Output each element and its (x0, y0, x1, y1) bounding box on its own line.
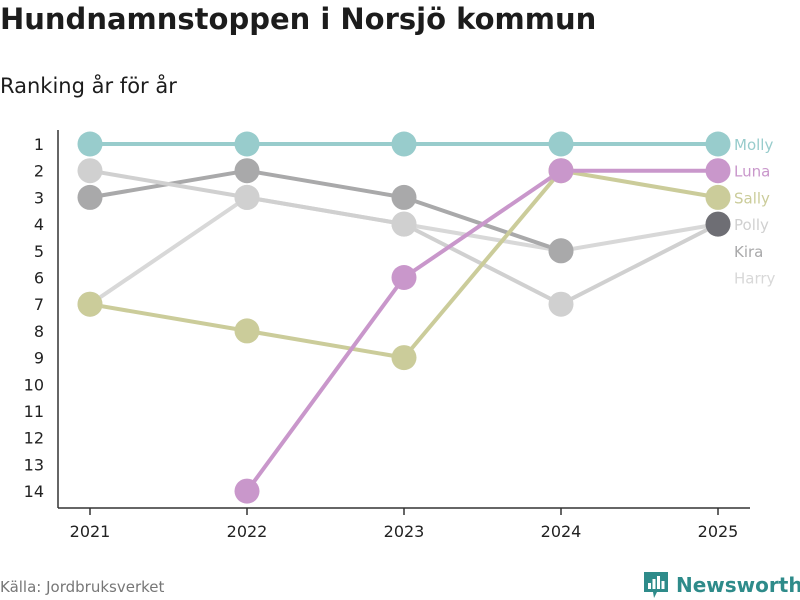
marker-molly (548, 131, 574, 157)
marker-polly (391, 211, 417, 237)
y-tick-label: 6 (34, 269, 44, 288)
y-tick-label: 14 (24, 482, 44, 501)
marker-kira (77, 184, 103, 210)
brand-logo: Newsworthy (644, 570, 800, 600)
marker-polly (705, 211, 731, 237)
marker-luna (391, 265, 417, 290)
page-title: Hundnamnstoppen i Norsjö kommun (0, 2, 597, 36)
y-tick-label: 4 (34, 215, 44, 234)
marker-kira (548, 238, 574, 264)
y-tick-label: 7 (34, 295, 44, 314)
y-tick-label: 1 (34, 135, 44, 154)
y-tick-label: 12 (24, 429, 44, 448)
x-tick-label: 2025 (698, 522, 739, 541)
marker-sally (391, 345, 417, 371)
series-label-sally: Sally (734, 189, 770, 207)
series-label-harry: Harry (734, 270, 776, 288)
y-tick-label: 11 (24, 402, 44, 421)
y-tick-label: 9 (34, 349, 44, 368)
marker-luna (234, 478, 260, 504)
x-tick-label: 2021 (70, 522, 111, 541)
x-tick-label: 2024 (541, 522, 582, 541)
marker-kira (391, 184, 417, 210)
y-tick-label: 5 (34, 242, 44, 261)
bar-chart-icon (644, 572, 668, 598)
x-axis: 2021 2022 2023 2024 2025 (58, 507, 750, 541)
page-subtitle: Ranking år för år (0, 74, 177, 98)
x-tick-label: 2023 (384, 522, 425, 541)
marker-molly (705, 131, 731, 157)
series-labels: Harry Kira Polly Sally Luna Molly (734, 136, 776, 288)
marker-sally (705, 184, 731, 210)
series-line-luna (245, 168, 720, 494)
marker-molly (234, 131, 260, 157)
series-label-luna: Luna (734, 163, 770, 181)
y-tick-label: 8 (34, 322, 44, 341)
series-label-polly: Polly (734, 216, 769, 234)
x-tick-label: 2022 (227, 522, 268, 541)
marker-kira (234, 158, 260, 184)
source-note: Källa: Jordbruksverket (0, 578, 165, 596)
series-label-kira: Kira (734, 243, 763, 261)
marker-molly (77, 131, 103, 157)
y-tick-label: 2 (34, 162, 44, 181)
marker-sally (77, 291, 103, 317)
marker-polly (548, 291, 574, 317)
marker-polly (234, 184, 260, 210)
marker-molly (391, 131, 417, 157)
marker-luna (548, 158, 574, 184)
series-label-molly: Molly (734, 136, 773, 154)
y-tick-label: 10 (24, 375, 44, 394)
marker-sally (234, 318, 260, 344)
brand-name: Newsworthy (676, 573, 800, 597)
marker-luna (705, 158, 731, 184)
y-tick-label: 3 (34, 188, 44, 207)
y-tick-label: 13 (24, 455, 44, 474)
marker-polly (77, 158, 103, 184)
series-markers (77, 131, 731, 504)
